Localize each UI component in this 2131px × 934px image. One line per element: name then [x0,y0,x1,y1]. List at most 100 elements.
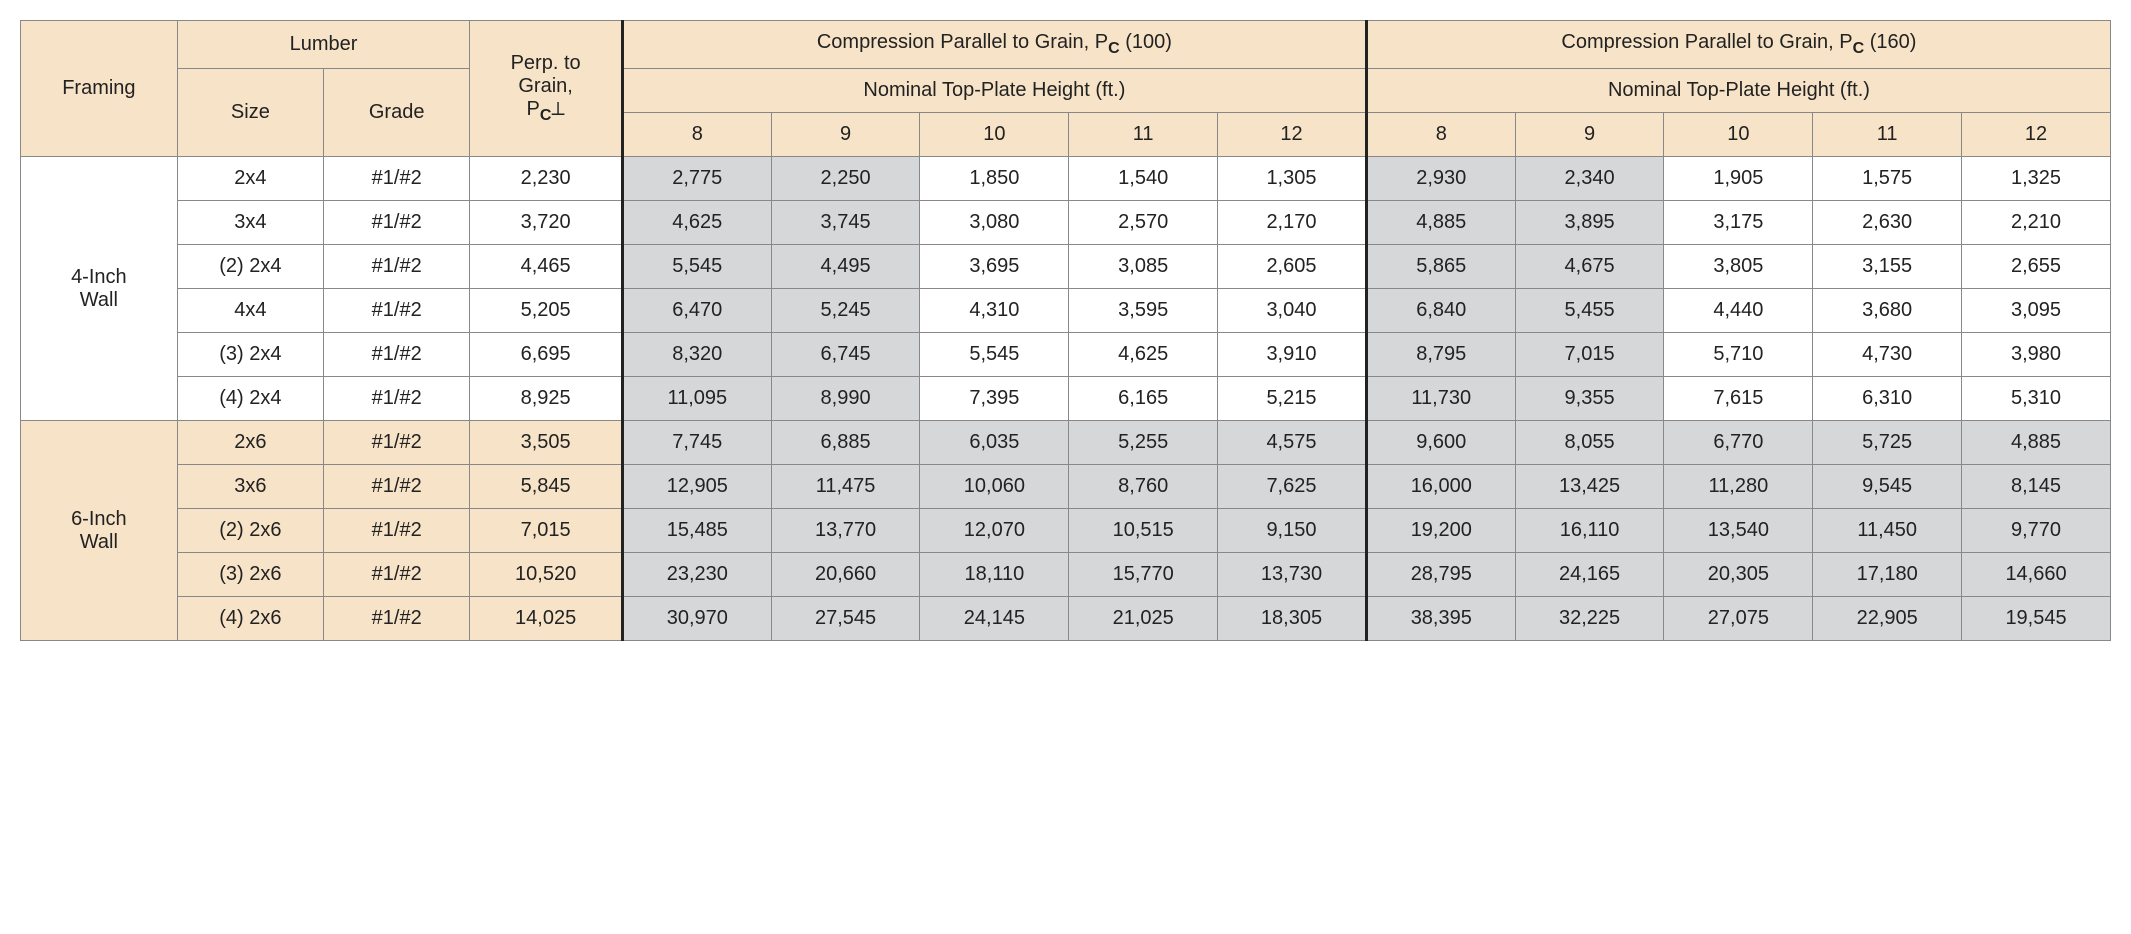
value-cell: 3,805 [1664,245,1813,289]
value-cell: 16,110 [1515,509,1664,553]
grade-cell: #1/#2 [324,597,470,641]
perp-cell: 10,520 [470,553,623,597]
value-cell: 13,770 [771,509,920,553]
value-cell: 3,155 [1813,245,1962,289]
grade-cell: #1/#2 [324,421,470,465]
header-comp-100: Compression Parallel to Grain, PC (100) [622,21,1366,69]
table-row: (2) 2x6#1/#27,01515,48513,77012,07010,51… [21,509,2111,553]
value-cell: 3,745 [771,201,920,245]
value-cell: 9,600 [1366,421,1515,465]
header-height: 12 [1218,113,1367,157]
value-cell: 6,770 [1664,421,1813,465]
table-row: (2) 2x4#1/#24,4655,5454,4953,6953,0852,6… [21,245,2111,289]
header-perp: Perp. to Grain, PC⟂ [470,21,623,157]
value-cell: 9,545 [1813,465,1962,509]
value-cell: 8,055 [1515,421,1664,465]
value-cell: 5,215 [1218,377,1367,421]
value-cell: 1,905 [1664,157,1813,201]
header-lumber: Lumber [177,21,470,69]
header-height: 11 [1813,113,1962,157]
grade-cell: #1/#2 [324,201,470,245]
header-subhead-100: Nominal Top-Plate Height (ft.) [622,69,1366,113]
value-cell: 5,545 [920,333,1069,377]
perp-cell: 7,015 [470,509,623,553]
header-framing: Framing [21,21,178,157]
value-cell: 2,170 [1218,201,1367,245]
value-cell: 20,660 [771,553,920,597]
perp-cell: 5,205 [470,289,623,333]
header-height: 12 [1962,113,2111,157]
value-cell: 18,305 [1218,597,1367,641]
value-cell: 2,605 [1218,245,1367,289]
value-cell: 1,540 [1069,157,1218,201]
value-cell: 6,840 [1366,289,1515,333]
value-cell: 7,625 [1218,465,1367,509]
value-cell: 1,325 [1962,157,2111,201]
value-cell: 7,615 [1664,377,1813,421]
grade-cell: #1/#2 [324,509,470,553]
perp-cell: 3,505 [470,421,623,465]
value-cell: 4,675 [1515,245,1664,289]
compression-table: Framing Lumber Perp. to Grain, PC⟂ Compr… [20,20,2111,641]
value-cell: 4,575 [1218,421,1367,465]
perp-cell: 2,230 [470,157,623,201]
table-row: (3) 2x6#1/#210,52023,23020,66018,11015,7… [21,553,2111,597]
perp-cell: 6,695 [470,333,623,377]
table-row: (4) 2x6#1/#214,02530,97027,54524,14521,0… [21,597,2111,641]
value-cell: 3,695 [920,245,1069,289]
value-cell: 6,745 [771,333,920,377]
value-cell: 21,025 [1069,597,1218,641]
size-cell: (4) 2x6 [177,597,323,641]
value-cell: 6,470 [622,289,771,333]
value-cell: 4,495 [771,245,920,289]
perp-cell: 14,025 [470,597,623,641]
header-height: 10 [920,113,1069,157]
value-cell: 38,395 [1366,597,1515,641]
size-cell: 2x6 [177,421,323,465]
value-cell: 10,060 [920,465,1069,509]
header-grade: Grade [324,69,470,157]
size-cell: 3x4 [177,201,323,245]
table-row: 4x4#1/#25,2056,4705,2454,3103,5953,0406,… [21,289,2111,333]
value-cell: 17,180 [1813,553,1962,597]
value-cell: 6,310 [1813,377,1962,421]
value-cell: 7,015 [1515,333,1664,377]
value-cell: 3,910 [1218,333,1367,377]
value-cell: 4,730 [1813,333,1962,377]
size-cell: (3) 2x4 [177,333,323,377]
header-height: 10 [1664,113,1813,157]
value-cell: 5,710 [1664,333,1813,377]
value-cell: 5,245 [771,289,920,333]
framing-cell: 6-InchWall [21,421,178,641]
value-cell: 1,850 [920,157,1069,201]
grade-cell: #1/#2 [324,465,470,509]
perp-cell: 4,465 [470,245,623,289]
value-cell: 5,310 [1962,377,2111,421]
header-height: 8 [1366,113,1515,157]
value-cell: 9,150 [1218,509,1367,553]
header-height: 8 [622,113,771,157]
table-row: 3x6#1/#25,84512,90511,47510,0608,7607,62… [21,465,2111,509]
value-cell: 12,070 [920,509,1069,553]
value-cell: 11,280 [1664,465,1813,509]
value-cell: 8,320 [622,333,771,377]
value-cell: 13,425 [1515,465,1664,509]
value-cell: 2,250 [771,157,920,201]
value-cell: 3,680 [1813,289,1962,333]
grade-cell: #1/#2 [324,245,470,289]
value-cell: 2,570 [1069,201,1218,245]
value-cell: 3,175 [1664,201,1813,245]
value-cell: 6,165 [1069,377,1218,421]
value-cell: 4,625 [1069,333,1218,377]
header-subhead-160: Nominal Top-Plate Height (ft.) [1366,69,2110,113]
value-cell: 8,990 [771,377,920,421]
value-cell: 5,455 [1515,289,1664,333]
value-cell: 30,970 [622,597,771,641]
table-row: (4) 2x4#1/#28,92511,0958,9907,3956,1655,… [21,377,2111,421]
size-cell: 2x4 [177,157,323,201]
value-cell: 19,200 [1366,509,1515,553]
header-height: 11 [1069,113,1218,157]
value-cell: 5,865 [1366,245,1515,289]
size-cell: (2) 2x4 [177,245,323,289]
value-cell: 18,110 [920,553,1069,597]
